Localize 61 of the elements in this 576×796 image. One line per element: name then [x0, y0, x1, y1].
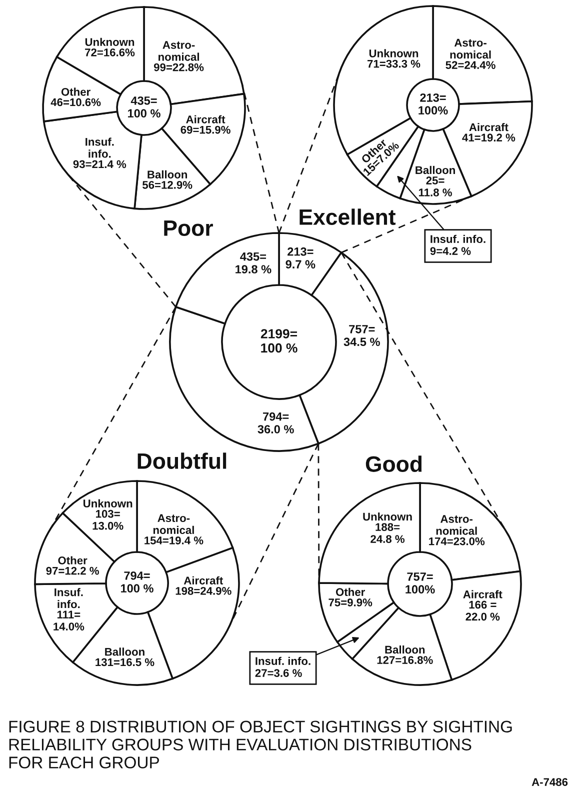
- slice-label: Other: [58, 556, 88, 564]
- slice-label: Balloon: [148, 170, 188, 178]
- data-label: 213= 9.7 %: [286, 247, 316, 269]
- text: A-7486: [532, 778, 568, 786]
- slice-label: Other: [61, 88, 90, 96]
- data-label: 794= 36.0 %: [258, 412, 294, 434]
- data-label: 111= 14.0%: [54, 610, 84, 630]
- text: 794= 100 %: [121, 571, 154, 593]
- slice-label: Insuf. info.: [430, 234, 486, 243]
- slice-label: Balloon: [385, 645, 425, 654]
- slice-label: Astro- nomical: [436, 515, 477, 535]
- data-label: 27=3.6 %: [255, 669, 302, 677]
- data-label: 188= 24.8 %: [370, 523, 405, 543]
- slice-label: Unknown: [85, 38, 134, 46]
- slice-label: Unknown: [369, 49, 418, 58]
- data-label: 52=24.4%: [446, 61, 496, 69]
- text: 435= 100 %: [128, 96, 160, 118]
- slice-label: Aircraft: [463, 590, 502, 598]
- slice-label: Insuf. info.: [54, 588, 83, 608]
- data-label: 99=22.8%: [154, 63, 204, 72]
- text: 757= 100%: [406, 572, 435, 594]
- data-label: 97=12.2 %: [46, 566, 99, 575]
- data-label: 127=16.8%: [377, 656, 433, 664]
- slice-label: Unknown: [84, 499, 132, 508]
- slice-label: Astro- nomical: [153, 514, 194, 534]
- data-label: 154=19.4 %: [144, 536, 204, 544]
- chart-title: Doubtful: [138, 452, 226, 469]
- slice-label: Other: [336, 588, 365, 596]
- text: Excellent: [300, 208, 396, 225]
- data-label: 46=10.6%: [50, 98, 101, 106]
- slice-label: Balloon: [105, 648, 144, 656]
- text: FIGURE 8 DISTRIBUTION OF OBJECT SIGHTINGS BY SIGHTING RELIABILITY GROUPS WITH EVALUATION DISTRIBUTIONS FOR EACH GROUP: [9, 720, 512, 768]
- chart-title: Good: [366, 456, 422, 472]
- data-label: 71=33.3 %: [368, 60, 420, 68]
- slice-label: Unknown: [363, 512, 412, 521]
- text: 213= 100%: [418, 93, 448, 115]
- data-label: 75=9.9%: [328, 598, 372, 606]
- data-label: 757= 34.5 %: [344, 325, 380, 346]
- data-label: 174=23.0%: [429, 537, 485, 546]
- data-label: 56=12.9%: [142, 180, 192, 189]
- slice-label: Balloon: [416, 166, 455, 174]
- data-label: 25= 11.8 %: [418, 176, 452, 196]
- text: Poor: [164, 220, 213, 236]
- data-label: 435= 19.8 %: [236, 252, 272, 274]
- data-label: 72=16.6%: [85, 48, 135, 56]
- data-label: 131=16.5 %: [96, 658, 154, 666]
- slice-label: Aircraft: [469, 123, 508, 132]
- data-label: 69=15.9%: [180, 126, 230, 134]
- slice-label: Astro- nomical: [450, 38, 491, 59]
- slice-label: Insuf. info.: [86, 138, 114, 158]
- data-label: 9=4.2 %: [430, 247, 471, 255]
- data-label: 198=24.9%: [176, 586, 232, 595]
- text: 2199= 100 %: [260, 329, 298, 353]
- slice-label: Insuf. info.: [256, 656, 310, 665]
- slice-label: Aircraft: [186, 115, 226, 124]
- slice-label: Aircraft: [184, 576, 224, 584]
- slice-label: Astro- nomical: [158, 41, 199, 61]
- data-label: 103= 13.0%: [92, 510, 124, 530]
- data-label: 93=21.4 %: [73, 160, 126, 168]
- data-label: 166 = 22.0 %: [466, 600, 500, 621]
- data-label: 41=19.2 %: [462, 134, 516, 142]
